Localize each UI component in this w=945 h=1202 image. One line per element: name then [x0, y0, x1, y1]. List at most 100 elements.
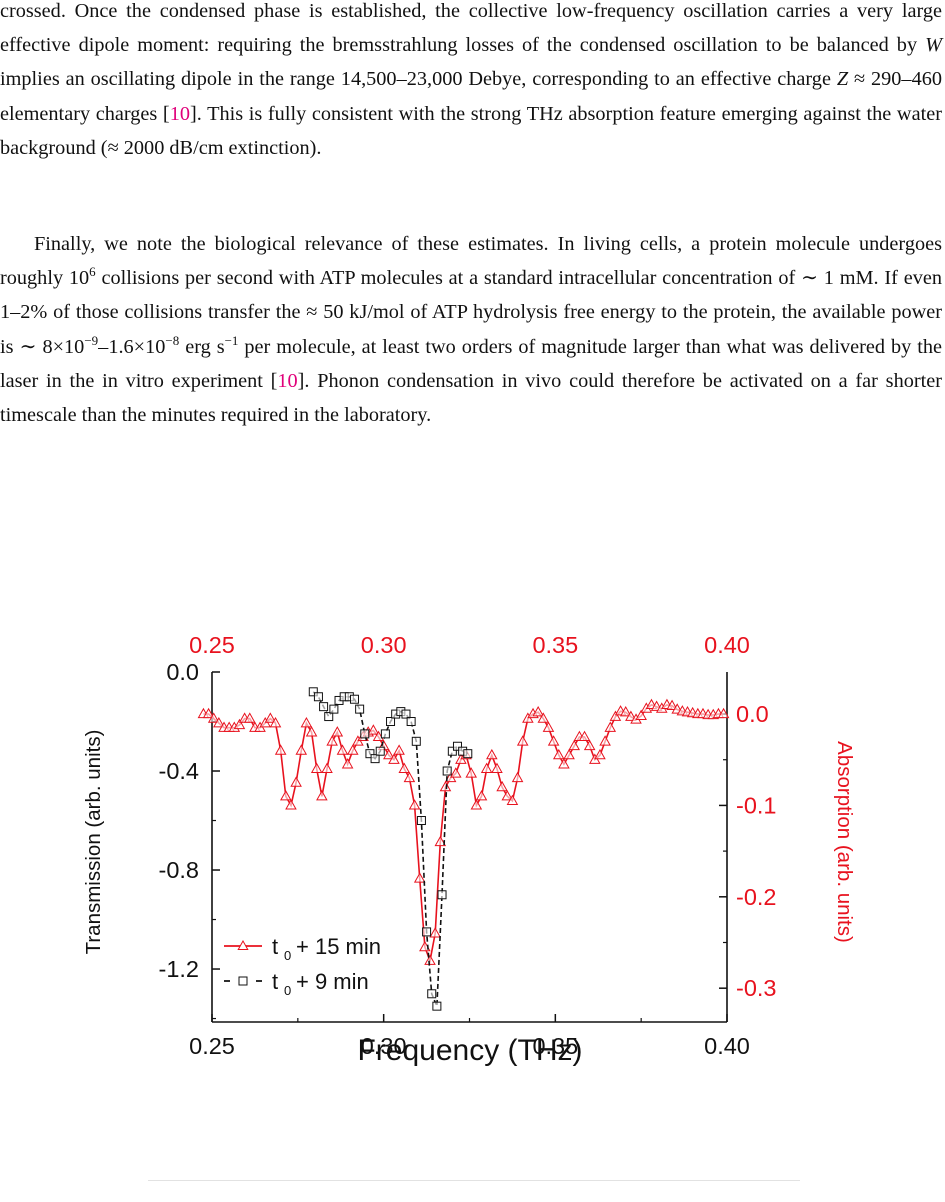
- series-line-1: [312, 691, 469, 1007]
- x-tick-label: 0.40: [704, 1033, 750, 1059]
- data-point-square: [427, 989, 437, 999]
- text-run: ]. Phonon condensation in vivo could the…: [0, 369, 942, 427]
- series-line-0: [203, 704, 724, 964]
- x-top-tick-label: 0.40: [704, 632, 750, 658]
- data-point-triangle: [393, 744, 405, 755]
- text-run: collisions per second with ATP molecules…: [0, 267, 942, 358]
- caption-divider: [148, 1180, 800, 1181]
- legend-label-main: t: [272, 969, 278, 994]
- x-top-tick-label: 0.30: [361, 632, 407, 658]
- citation-link[interactable]: 10: [277, 369, 298, 392]
- data-point-square: [365, 749, 375, 759]
- data-point-triangle: [408, 799, 421, 810]
- data-point-square: [319, 702, 329, 712]
- x-axis-label: Frequency (THz): [357, 1034, 582, 1067]
- text-run: –1.6×10: [98, 335, 166, 358]
- data-point-triangle: [635, 709, 647, 721]
- data-point-triangle: [346, 744, 359, 755]
- x-top-tick-label: 0.25: [189, 632, 235, 658]
- data-point-triangle: [470, 799, 483, 810]
- data-point-triangle: [537, 712, 550, 723]
- y-right-tick-label: -0.2: [736, 884, 777, 910]
- text-run: ]. This is fully consistent with the str…: [0, 102, 942, 159]
- data-point-square: [324, 712, 334, 722]
- data-point-triangle: [604, 721, 617, 732]
- data-point-square: [386, 717, 396, 727]
- data-point-triangle: [429, 927, 441, 938]
- math-var: Z: [836, 68, 849, 91]
- citation-link[interactable]: 10: [169, 102, 190, 125]
- data-point-triangle: [269, 716, 282, 728]
- legend-marker-triangle: [237, 939, 249, 950]
- data-point-triangle: [542, 721, 555, 732]
- data-point-square: [416, 816, 426, 826]
- data-point-square: [313, 692, 323, 702]
- data-point-square: [447, 746, 457, 756]
- data-point-square: [375, 746, 385, 756]
- data-point-triangle: [326, 735, 338, 746]
- data-point-square: [401, 709, 411, 719]
- data-point-square: [437, 890, 447, 900]
- text-run: crossed. Once the condensed phase is est…: [0, 0, 942, 57]
- data-point-triangle: [290, 776, 302, 787]
- x-tick-label: 0.30: [361, 1033, 407, 1059]
- text-run: erg s: [179, 335, 225, 358]
- data-point-triangle: [552, 748, 565, 760]
- data-point-triangle: [424, 954, 436, 965]
- data-point-triangle: [300, 716, 313, 728]
- data-point-triangle: [280, 790, 292, 801]
- superscript: −1: [224, 332, 239, 348]
- data-point-triangle: [480, 762, 493, 774]
- data-point-triangle: [578, 730, 591, 742]
- x-tick-label: 0.25: [189, 1033, 235, 1059]
- data-point-triangle: [413, 872, 426, 883]
- data-point-square: [422, 927, 432, 937]
- data-point-triangle: [295, 744, 308, 755]
- text-run: ≈ 290–460 elementary charges [: [0, 68, 942, 125]
- data-point-triangle: [594, 748, 606, 760]
- data-point-triangle: [599, 735, 611, 746]
- y-left-tick-label: -0.4: [159, 758, 200, 784]
- data-point-triangle: [383, 748, 395, 760]
- data-point-triangle: [486, 748, 498, 760]
- data-point-square: [360, 729, 370, 739]
- legend-label-rest: + 15 min: [296, 934, 381, 959]
- y-left-tick-label: -0.8: [159, 857, 200, 883]
- text-run: per molecule, at least two orders of mag…: [0, 335, 942, 392]
- chart-axes: 0.25 0.30 0.35 0.40 0.25 0.30 0.35 0.40 0.0 -0.4 -…: [159, 632, 777, 1059]
- data-point-triangle: [388, 753, 400, 764]
- data-point-square: [432, 1001, 442, 1011]
- data-point-triangle: [506, 794, 519, 805]
- data-point-triangle: [717, 707, 730, 719]
- data-point-triangle: [331, 726, 344, 737]
- data-point-triangle: [243, 712, 256, 723]
- data-point-triangle: [434, 835, 447, 847]
- data-point-square: [452, 741, 462, 751]
- data-point-triangle: [449, 767, 462, 778]
- data-point-triangle: [367, 724, 380, 735]
- data-point-triangle: [558, 758, 570, 769]
- superscript: 6: [89, 264, 96, 280]
- legend-label-subscript: 0: [284, 948, 291, 963]
- data-point-triangle: [666, 699, 678, 710]
- data-point-square: [349, 694, 359, 704]
- text-run: Finally, we note the biological relevanc…: [0, 233, 942, 290]
- data-point-square: [355, 704, 365, 714]
- math-var: W: [925, 34, 942, 57]
- data-point-square: [308, 687, 318, 697]
- data-point-triangle: [583, 739, 596, 751]
- y-left-tick-label: -1.2: [159, 956, 200, 982]
- y-axis-label-right: Absorption (arb. units): [833, 741, 856, 943]
- data-point-triangle: [285, 799, 297, 810]
- data-point-square: [380, 729, 390, 739]
- data-point-triangle: [511, 771, 524, 783]
- data-point-triangle: [310, 762, 323, 774]
- data-point-triangle: [516, 735, 529, 746]
- legend-label-rest: + 9 min: [296, 969, 369, 994]
- data-point-triangle: [475, 790, 488, 801]
- data-point-triangle: [532, 705, 544, 717]
- data-point-square: [442, 766, 452, 776]
- data-point-triangle: [274, 744, 287, 755]
